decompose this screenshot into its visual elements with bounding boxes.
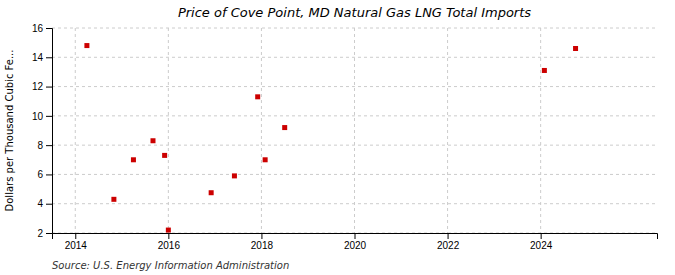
y-tick-label: 14 [32,52,44,63]
point [131,157,136,162]
grid-line-y [52,115,657,116]
grid-line-x [261,28,262,233]
y-tick-label: 2 [37,228,43,239]
y-tick-mark [46,87,52,88]
y-tick: 8 [37,140,52,151]
point [263,157,268,162]
y-tick-mark [46,116,52,117]
grid-line-y [52,86,657,87]
x-axis-line [53,234,658,240]
y-tick-mark [46,28,52,29]
x-tick: 2020 [344,233,367,251]
points [84,43,578,233]
grid-line-x [540,28,541,233]
x-tick-mark [168,233,169,239]
grid-line-y [52,145,657,146]
point [162,153,167,158]
point [542,68,547,73]
plot: 2014 2016 2018 2020 2022 2024 2 4 6 8 10 12 14 16 [32,23,658,251]
y-tick-mark [46,204,52,205]
y-tick: 14 [32,52,52,63]
chart: 2014 2016 2018 2020 2022 2024 2 4 6 8 10 12 14 16 Pric… [0,0,675,275]
x-tick-mark [75,233,76,239]
x-tick-label: 2014 [65,240,88,251]
grid-line-x [168,28,169,233]
x-tick-mark [541,233,542,239]
title: Price of Cove Point, MD Natural Gas LNG … [178,5,531,20]
grid-line-y [52,28,657,29]
point [209,190,214,195]
y-axis-label: Dollars per Thousand Cubic Fe... [4,50,15,212]
y-tick-label: 16 [32,23,44,34]
x-tick: 2014 [65,233,88,251]
point [255,94,260,99]
point [150,138,155,143]
x-tick-mark [448,233,449,239]
grid-line-y [52,203,657,204]
y-tick: 12 [32,81,52,92]
x-tick: 2016 [158,233,181,251]
y-tick-label: 12 [32,81,44,92]
y-axis-line [46,29,53,234]
x-tick-label: 2020 [344,240,367,251]
point [573,46,578,51]
source: Source: U.S. Energy Information Administ… [52,260,289,271]
y-tick-mark [46,233,52,234]
x-axis: 2014 2016 2018 2020 2022 2024 [53,233,658,251]
y-tick-label: 4 [37,198,43,209]
y-tick-label: 6 [37,169,43,180]
point [282,125,287,130]
y-tick: 4 [37,198,52,209]
y-tick-label: 8 [37,140,43,151]
y-tick: 2 [37,228,52,239]
point [232,173,237,178]
x-tick: 2022 [437,233,460,251]
grid-line-x [75,28,76,233]
y-tick: 10 [32,111,52,122]
y-tick: 6 [37,169,52,180]
y-tick: 16 [32,23,52,34]
point [111,197,116,202]
y-tick-mark [46,145,52,146]
grid-line-y [52,174,657,175]
point [84,43,89,48]
grid-line-x [447,28,448,233]
grid [52,28,657,233]
x-tick-mark [261,233,262,239]
x-tick-label: 2022 [437,240,460,251]
grid-line-y [52,57,657,58]
x-tick-label: 2016 [158,240,181,251]
y-tick-label: 10 [32,111,44,122]
x-tick: 2024 [530,233,553,251]
y-tick-mark [46,57,52,58]
x-tick-label: 2018 [251,240,274,251]
x-tick-mark [355,233,356,239]
grid-line-x [354,28,355,233]
x-tick: 2018 [251,233,274,251]
x-tick-label: 2024 [530,240,553,251]
point [166,228,171,233]
y-axis: 2 4 6 8 10 12 14 16 [32,23,53,239]
y-tick-mark [46,174,52,175]
